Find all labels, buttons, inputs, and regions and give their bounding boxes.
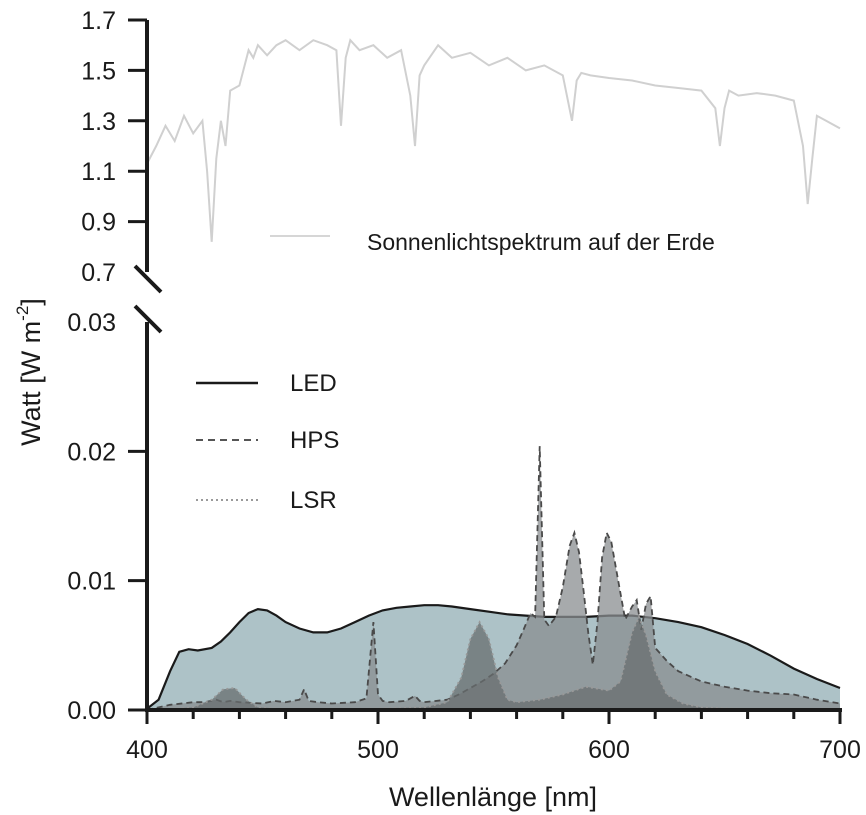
x-axis-title: Wellenlänge [nm]	[389, 782, 597, 812]
series-line-hps	[146, 446, 841, 711]
axis-break-mark-upper	[133, 264, 163, 294]
y-tick-label-lower-0.02: 0.02	[67, 438, 116, 466]
x-tick-label-600: 600	[588, 736, 630, 764]
y-tick-label-upper-1.7: 1.7	[81, 7, 116, 35]
series-line-sunlight	[146, 38, 841, 242]
legend-label-lsr: LSR	[290, 487, 337, 514]
y-tick-label-upper-0.7: 0.7	[81, 259, 116, 287]
y-tick-label-upper-1.1: 1.1	[81, 158, 116, 186]
y-tick-label-upper-1.5: 1.5	[81, 57, 116, 85]
x-tick-label-500: 500	[357, 736, 399, 764]
axis-break-mark-lower	[133, 304, 163, 334]
upper-panel-series	[146, 38, 841, 242]
series-area-lsr	[147, 616, 840, 710]
legend-label-hps: HPS	[290, 427, 339, 454]
y-tick-label-lower-0.01: 0.01	[67, 568, 116, 596]
legend-label-led: LED	[290, 370, 337, 397]
y-axis-title: Watt [W m-2]	[13, 298, 46, 446]
y-tick-label-upper-0.9: 0.9	[81, 209, 116, 237]
y-tick-label-upper-1.3: 1.3	[81, 108, 116, 136]
lower-panel-series	[146, 446, 841, 711]
series-line-led	[146, 604, 841, 710]
legend: LED HPS LSR	[196, 370, 339, 514]
sun-series-label: Sonnenlichtspektrum auf der Erde	[367, 229, 715, 255]
x-tick-label-400: 400	[126, 736, 168, 764]
y-tick-label-lower-0.03: 0.03	[67, 309, 116, 337]
x-tick-label-700: 700	[819, 736, 861, 764]
y-tick-label-lower-0.00: 0.00	[67, 697, 116, 725]
axis-ticks: 400 500 600 700 1.7 1.5 1.3 1.1 0.9 0.7 0.03 0.02 0.…	[67, 7, 861, 764]
